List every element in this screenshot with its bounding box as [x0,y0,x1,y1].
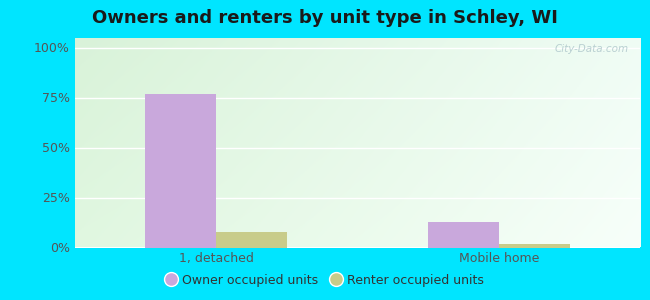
Text: City-Data.com: City-Data.com [555,44,629,54]
Bar [428,221,499,248]
Bar [499,244,569,248]
Bar [216,232,287,247]
Text: Owners and renters by unit type in Schley, WI: Owners and renters by unit type in Schle… [92,9,558,27]
Bar [146,94,216,247]
Legend: Owner occupied units, Renter occupied units: Owner occupied units, Renter occupied un… [162,270,488,291]
